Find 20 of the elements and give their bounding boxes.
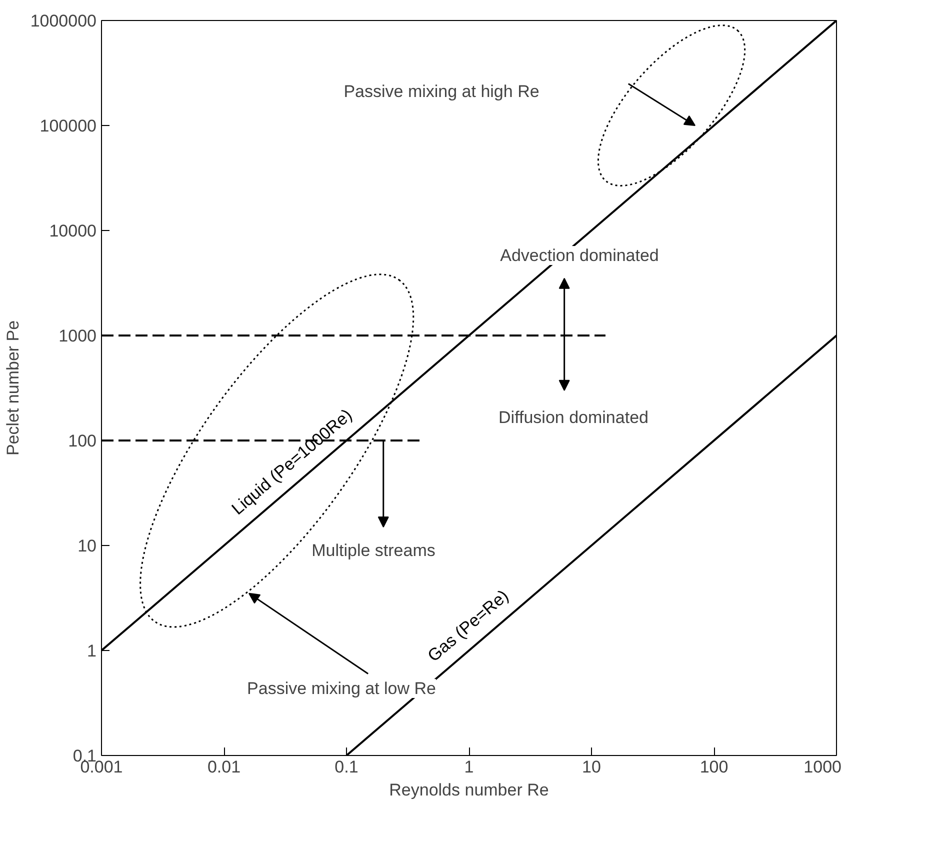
y-tick-label: 1000	[58, 326, 97, 346]
x-tick-label: 1000	[804, 758, 842, 776]
annotation: Passive mixing at high Re	[344, 82, 540, 101]
x-tick-label: 1	[464, 758, 474, 776]
annotation: Advection dominated	[500, 246, 659, 265]
y-tick-label: 100	[68, 432, 97, 450]
x-tick-label: 0.1	[334, 758, 358, 776]
y-tick-label: 10000	[49, 222, 97, 240]
annotation: Diffusion dominated	[498, 408, 648, 427]
y-tick-label: 100000	[40, 116, 97, 136]
x-axis-title: Reynolds number Re	[389, 780, 549, 800]
x-tick-label: 10	[582, 758, 601, 776]
annotation: Multiple streams	[312, 541, 436, 560]
x-tick-label: 100	[700, 758, 728, 776]
y-tick-label: 10	[78, 536, 97, 556]
y-tick-label: 1000000	[30, 12, 97, 30]
x-tick-label: 0.01	[207, 758, 241, 776]
annotation: Passive mixing at low Re	[247, 679, 436, 698]
y-axis-title: Peclet number Pe	[3, 320, 22, 456]
y-tick-label: 1	[87, 642, 97, 660]
